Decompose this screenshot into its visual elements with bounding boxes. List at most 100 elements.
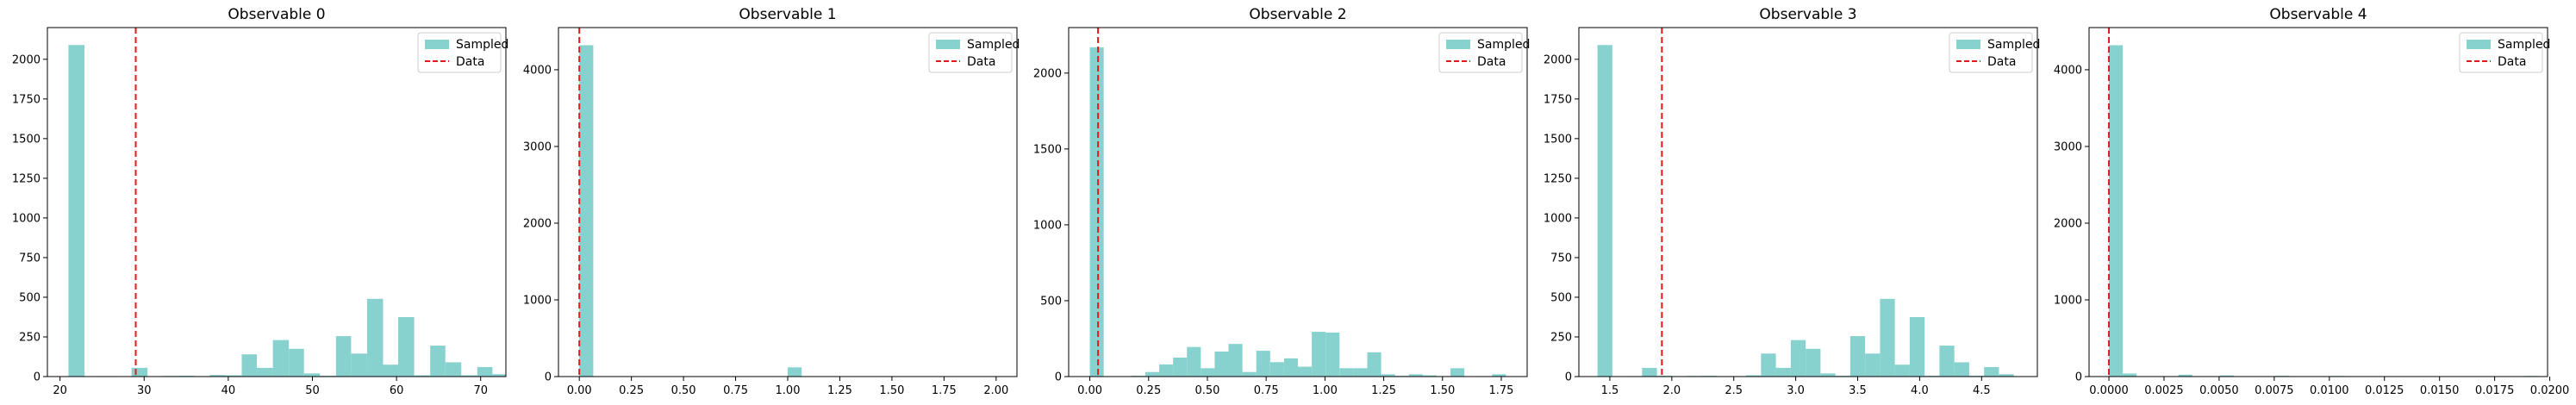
y-tick-label: 1750 (1544, 93, 1572, 106)
x-tick-label: 1.5 (1601, 384, 1619, 397)
x-tick-label: 1.50 (879, 384, 904, 397)
histogram-bar (2219, 375, 2235, 377)
y-tick-label: 1000 (523, 294, 552, 307)
x-tick-label: 3.5 (1849, 384, 1867, 397)
y-tick-label: 250 (19, 331, 41, 344)
x-tick-label: 0.0175 (2475, 384, 2515, 397)
chart-title: Observable 1 (739, 6, 836, 23)
y-tick-label: 1250 (1544, 172, 1572, 185)
histogram-bar (68, 45, 84, 377)
y-tick-label: 2000 (523, 217, 552, 230)
histogram-panel-4: 0.0000 0.0025 0.0050 0.0075 0.0100 0.0125 0.01… (2054, 6, 2569, 397)
y-tick-label: 1000 (1033, 219, 1062, 232)
axes-frame (1068, 27, 1528, 377)
y-tick-label: 1750 (12, 93, 41, 106)
y-tick-label: 750 (1550, 252, 1572, 265)
histogram-bar (461, 375, 477, 377)
histogram-bar (1242, 371, 1257, 377)
x-tick-label: 0.0050 (2199, 384, 2239, 397)
y-tick-label: 1500 (12, 133, 41, 146)
legend-data-label: Data (1477, 55, 1506, 69)
histogram-bar (1312, 332, 1326, 377)
histogram-bar (1450, 368, 1465, 377)
x-tick-label: 0.0125 (2365, 384, 2404, 397)
legend-sampled-label: Sampled (456, 38, 508, 52)
y-tick-label: 500 (1040, 295, 1062, 308)
legend-sampled-label: Sampled (1987, 38, 2040, 52)
legend-data-label: Data (456, 55, 484, 69)
legend-sampled-label: Sampled (1477, 38, 1530, 52)
histogram-bar (1746, 375, 1762, 377)
histogram-bar (1939, 346, 1955, 377)
histogram-bar (209, 375, 226, 377)
histogram-bar (1894, 364, 1910, 377)
histogram-panel-0: 20 30 40 50 60 70 0 250 500 750 1000 1250 1500 1750 20… (12, 6, 508, 397)
histogram-bar (1597, 45, 1612, 377)
y-tick-label: 1500 (1544, 133, 1572, 146)
axes-frame (1578, 27, 2038, 377)
histogram-bar (579, 45, 594, 377)
legend-data-label: Data (967, 55, 995, 69)
histogram-bar (1201, 368, 1215, 377)
axes-frame (2088, 27, 2548, 377)
y-tick-label: 500 (1550, 291, 1572, 304)
histogram-bar (492, 374, 506, 377)
legend-sampled-label: Sampled (967, 38, 1020, 52)
x-tick-label: 30 (137, 384, 152, 397)
histogram-bar (1865, 353, 1881, 377)
x-tick-label: 1.00 (776, 384, 801, 397)
legend-sampled-swatch (1956, 40, 1980, 49)
x-tick-label: 0.25 (1136, 384, 1161, 397)
x-tick-label: 0.0000 (2089, 384, 2129, 397)
legend-sampled-label: Sampled (2498, 38, 2550, 52)
histogram-bar (1159, 364, 1174, 377)
legend: Sampled Data (928, 32, 1020, 73)
histogram-bar (788, 367, 802, 377)
histogram-bar (1173, 357, 1188, 377)
legend-sampled-swatch (425, 40, 449, 49)
y-tick-label: 2000 (1033, 67, 1062, 80)
x-tick-label: 0.50 (1194, 384, 1219, 397)
histogram-bar (289, 348, 304, 377)
y-tick-label: 1000 (2054, 294, 2082, 307)
x-tick-label: 0.75 (1254, 384, 1279, 397)
chart-title: Observable 3 (1759, 6, 1856, 23)
x-tick-label: 0.0025 (2144, 384, 2184, 397)
histogram-bar (1984, 366, 1999, 377)
y-tick-label: 1000 (1544, 212, 1572, 225)
y-tick-label: 0 (34, 371, 41, 384)
y-tick-label: 250 (1550, 331, 1572, 344)
histogram-bar (1806, 348, 1821, 377)
y-tick-label: 0 (545, 371, 552, 384)
bars-group (1089, 47, 1506, 377)
y-tick-label: 2000 (1544, 53, 1572, 66)
legend-data-label: Data (1987, 55, 2016, 69)
y-tick-label: 0 (2075, 371, 2082, 384)
chart-title: Observable 4 (2269, 6, 2367, 23)
histogram-bar (1283, 358, 1298, 377)
x-tick-label: 40 (221, 384, 236, 397)
y-tick-label: 1000 (12, 212, 41, 225)
x-tick-label: 0.0200 (2530, 384, 2570, 397)
bars-group (579, 45, 1011, 377)
histogram-bar (1790, 340, 1806, 377)
legend: Sampled Data (1949, 32, 2040, 73)
x-tick-label: 0.50 (671, 384, 696, 397)
y-tick-label: 2000 (12, 53, 41, 66)
axes-frame (47, 27, 507, 377)
y-tick-label: 500 (19, 291, 41, 304)
legend: Sampled Data (1438, 32, 1530, 73)
histogram-panel-1: 0.00 0.25 0.50 0.75 1.00 1.25 1.50 1.75 2.00 0 100… (523, 6, 1020, 397)
axes-frame (558, 27, 1018, 377)
x-tick-label: 60 (390, 384, 404, 397)
x-tick-label: 1.75 (932, 384, 957, 397)
histogram-bar (2123, 373, 2137, 377)
histogram-bar (1849, 336, 1866, 377)
histogram-bar (1761, 353, 1776, 377)
chart-title: Observable 0 (228, 6, 325, 23)
histogram-bar (225, 375, 242, 377)
histogram-panel-2: 0.00 0.25 0.50 0.75 1.00 1.25 1.50 1.75 0 500 1000… (1033, 6, 1530, 397)
x-tick-label: 0.0150 (2420, 384, 2460, 397)
x-tick-label: 70 (473, 384, 488, 397)
